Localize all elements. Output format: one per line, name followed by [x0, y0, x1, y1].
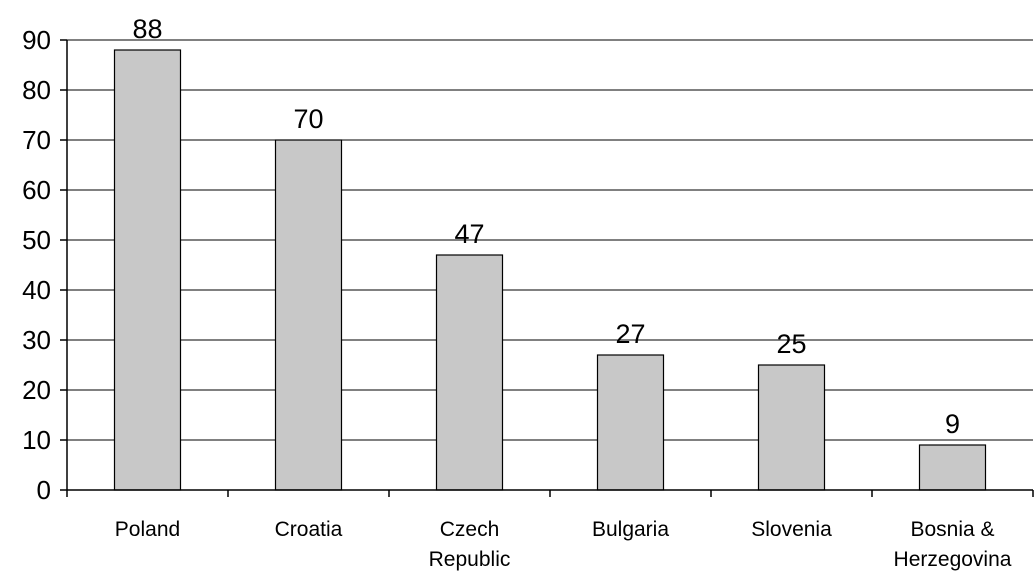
y-tick-label: 50 [22, 225, 51, 255]
x-tick-label-line: Bulgaria [592, 518, 669, 541]
bar [757, 364, 826, 491]
y-tick-label: 10 [22, 425, 51, 455]
x-tick-label-line: Bosnia & [910, 518, 994, 541]
x-tick-label-line: Poland [115, 518, 180, 541]
bar [274, 139, 343, 491]
y-tick-label: 80 [22, 75, 51, 105]
y-tick-label: 0 [37, 475, 51, 505]
data-label: 9 [945, 409, 960, 439]
y-tick-label: 20 [22, 375, 51, 405]
labels: 0 10 20 30 40 50 60 70 80 90 88 70 47 27 25 9 Poland Croa… [22, 14, 1012, 571]
y-tick-label: 70 [22, 125, 51, 155]
y-tick-label: 40 [22, 275, 51, 305]
data-label: 70 [293, 104, 323, 134]
data-label: 47 [454, 219, 484, 249]
bars [113, 49, 987, 491]
x-tick-label: Poland [115, 518, 180, 541]
axes [60, 39, 1034, 497]
x-tick-label: Bosnia & Herzegovina [894, 518, 1012, 571]
x-tick-label-line: Slovenia [751, 518, 832, 541]
data-label: 88 [132, 14, 162, 44]
bar [596, 354, 665, 491]
data-label: 27 [615, 319, 645, 349]
y-tick-label: 60 [22, 175, 51, 205]
x-tick-label-line: Croatia [275, 518, 343, 541]
x-tick-label: Slovenia [751, 518, 832, 541]
x-tick-label-line: Czech [440, 518, 500, 541]
bar [435, 254, 504, 491]
bar [113, 49, 182, 491]
x-tick-label-line: Republic [429, 548, 511, 571]
grid-lines [67, 39, 1033, 441]
x-tick-label-line: Herzegovina [894, 548, 1012, 571]
bar [918, 444, 987, 491]
y-tick-label: 90 [22, 25, 51, 55]
data-label: 25 [776, 329, 806, 359]
y-tick-label: 30 [22, 325, 51, 355]
x-tick-label: Bulgaria [592, 518, 669, 541]
x-tick-label: Croatia [275, 518, 343, 541]
x-tick-label: Czech Republic [429, 518, 511, 571]
